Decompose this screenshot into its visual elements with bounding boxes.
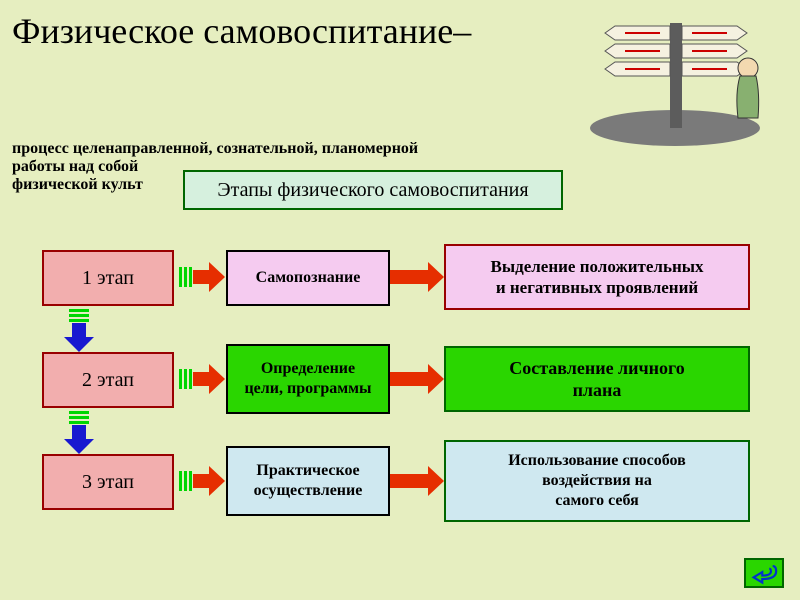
stage-2-mid: Определение цели, программы xyxy=(226,344,390,414)
return-arrow-icon xyxy=(746,560,782,586)
stage-3-label-label: 3 этап xyxy=(82,470,134,495)
arrow-right-1 xyxy=(390,262,444,292)
stage-2-mid-label: Определение цели, программы xyxy=(244,359,371,399)
stage-2-right-label: Составление личного плана xyxy=(509,357,685,402)
stage-3-right-label: Использование способов воздействия на са… xyxy=(508,451,686,511)
stage-3-mid-label: Практическое осуществление xyxy=(254,461,363,501)
arrow-down-0 xyxy=(64,308,94,352)
stage-2-right: Составление личного плана xyxy=(444,346,750,412)
stage-2-label: 2 этап xyxy=(42,352,174,408)
arrow-right-4 xyxy=(177,466,225,496)
slide-canvas: Физическое самовоспитание–процесс целена… xyxy=(0,0,800,600)
nav-back-button[interactable] xyxy=(744,558,784,588)
arrow-right-2 xyxy=(177,364,225,394)
page-title: Физическое самовоспитание– xyxy=(12,10,471,52)
stage-1-right: Выделение положительных и негативных про… xyxy=(444,244,750,310)
section-header: Этапы физического самовоспитания xyxy=(183,170,563,210)
stage-1-label-label: 1 этап xyxy=(82,266,134,291)
stage-1-right-label: Выделение положительных и негативных про… xyxy=(490,256,703,299)
arrow-down-1 xyxy=(64,410,94,454)
signpost-illustration xyxy=(580,18,790,148)
arrow-right-5 xyxy=(390,466,444,496)
arrow-right-3 xyxy=(390,364,444,394)
stage-3-mid: Практическое осуществление xyxy=(226,446,390,516)
arrow-right-0 xyxy=(177,262,225,292)
stage-1-mid: Самопознание xyxy=(226,250,390,306)
stage-2-label-label: 2 этап xyxy=(82,368,134,393)
stage-1-mid-label: Самопознание xyxy=(256,268,361,288)
stage-3-label: 3 этап xyxy=(42,454,174,510)
stage-3-right: Использование способов воздействия на са… xyxy=(444,440,750,522)
section-header-label: Этапы физического самовоспитания xyxy=(217,178,528,203)
stage-1-label: 1 этап xyxy=(42,250,174,306)
